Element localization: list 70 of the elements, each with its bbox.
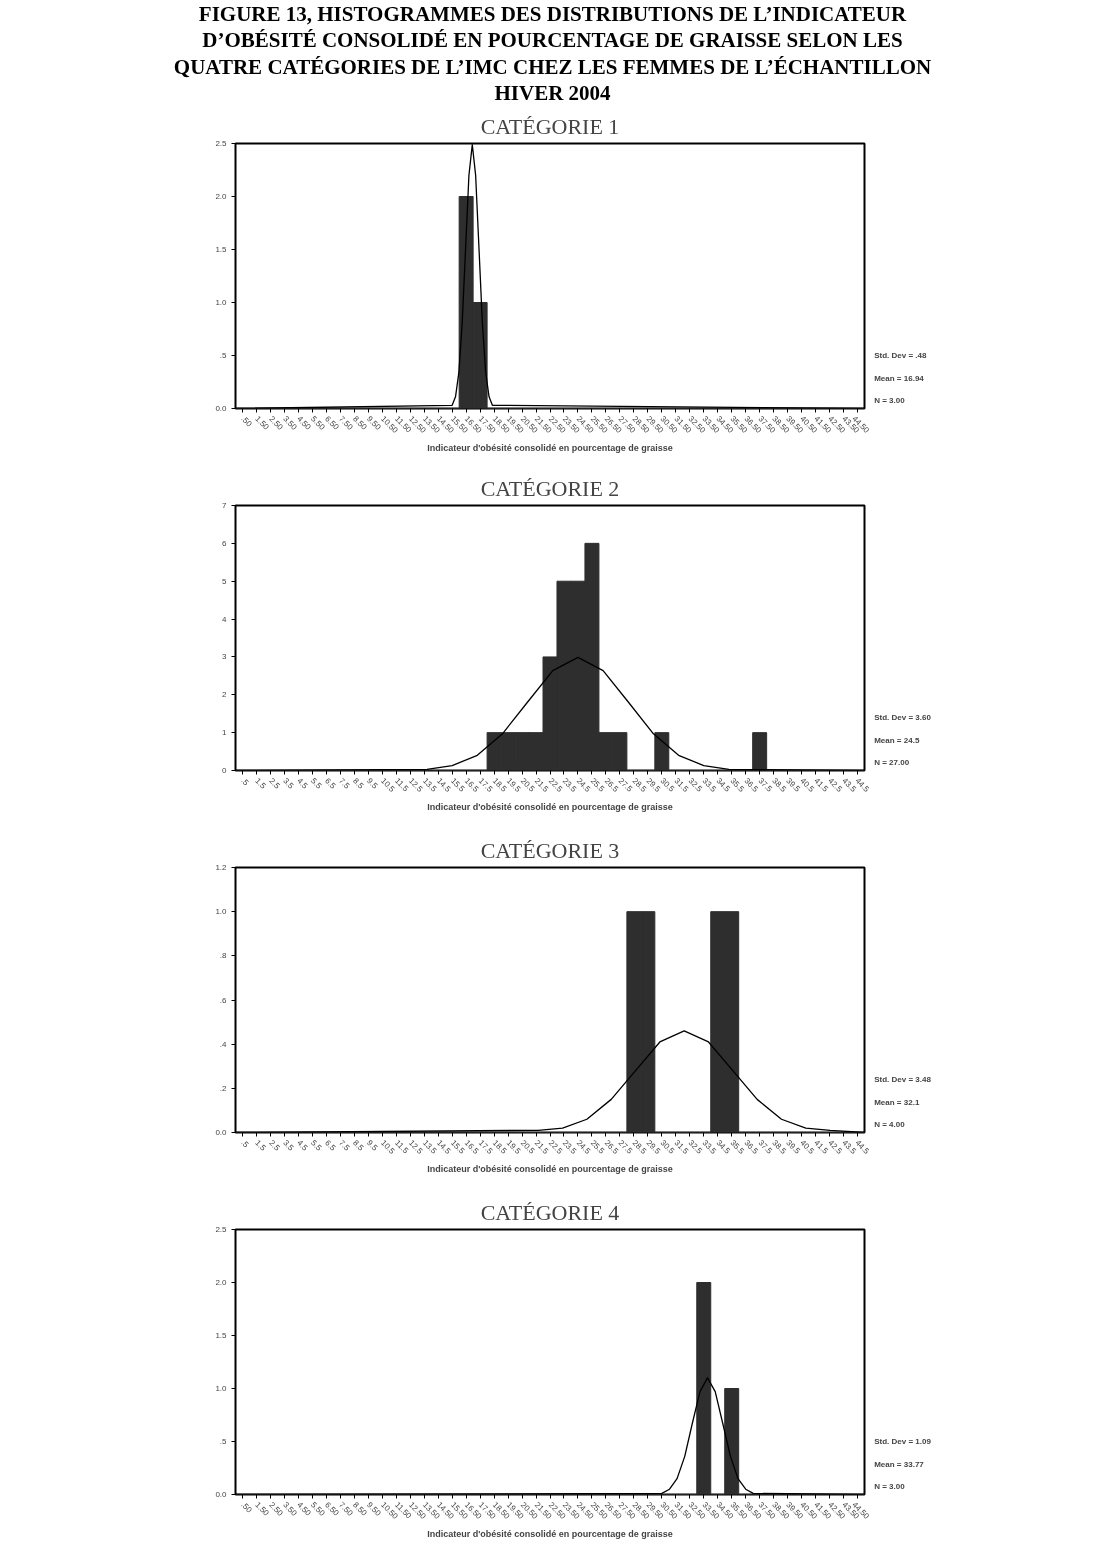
y-tick-label: .5 bbox=[219, 351, 228, 360]
x-tick-label: 1.5 bbox=[253, 1138, 268, 1153]
text: Std. Dev = 1.09 bbox=[874, 1437, 932, 1446]
y-tick-label: 4 bbox=[222, 614, 228, 624]
text: Std. Dev = .48 bbox=[874, 351, 927, 360]
y-tick-label: 1.0 bbox=[215, 298, 228, 307]
x-tick-label: 8.5 bbox=[351, 1138, 366, 1153]
y-tick-label: 1.0 bbox=[215, 907, 228, 917]
x-tick-label: 9.5 bbox=[365, 1138, 380, 1153]
y-tick-label: 2.0 bbox=[215, 192, 228, 201]
x-tick-label: 6.5 bbox=[323, 776, 338, 791]
x-axis-title: Indicateur d'obésité consolidé en pourcentage de graisse bbox=[427, 443, 673, 454]
chart-title: CATÉGORIE 4 bbox=[480, 1199, 620, 1225]
x-tick-label: .5 bbox=[239, 776, 251, 788]
x-tick-label: 2.5 bbox=[267, 776, 282, 791]
y-tick-label: 2 bbox=[222, 690, 228, 700]
chart-title: CATÉGORIE 2 bbox=[480, 475, 620, 501]
y-tick-label: 6 bbox=[222, 538, 228, 548]
x-axis-title: Indicateur d'obésité consolidé en pourcentage de graisse bbox=[427, 1529, 673, 1540]
x-tick-label: .50 bbox=[239, 1500, 254, 1515]
x-axis-title: Indicateur d'obésité consolidé en pourcentage de graisse bbox=[427, 802, 673, 813]
y-tick-label: 1.5 bbox=[215, 245, 228, 254]
chart-subtitle: CATÉGORIE 1 bbox=[480, 113, 620, 139]
x-tick-label: 6.5 bbox=[323, 1138, 338, 1153]
x-tick-label: 5.5 bbox=[309, 1138, 324, 1153]
y-tick-label: 3 bbox=[222, 652, 228, 662]
x-tick-label: 9.5 bbox=[365, 776, 380, 791]
text: Mean = 33.77 bbox=[874, 1459, 925, 1469]
x-tick-label: .50 bbox=[239, 414, 254, 429]
y-tick-label: .6 bbox=[219, 995, 228, 1005]
y-tick-label: .4 bbox=[219, 1039, 228, 1049]
y-tick-label: 1.0 bbox=[215, 1384, 228, 1393]
text: Mean = 16.94 bbox=[874, 373, 925, 383]
y-tick-label: 0 bbox=[222, 766, 228, 775]
y-tick-label: 7 bbox=[222, 501, 228, 510]
y-tick-label: 1 bbox=[222, 728, 228, 738]
y-tick-label: 1.2 bbox=[215, 863, 228, 872]
y-tick-label: 1.5 bbox=[215, 1331, 228, 1340]
text: N = 3.00 bbox=[874, 1482, 906, 1492]
text: N = 27.00 bbox=[874, 758, 910, 768]
y-tick-label: 2.5 bbox=[215, 139, 228, 148]
text: N = 4.00 bbox=[874, 1120, 906, 1130]
text: Mean = 24.5 bbox=[874, 735, 920, 745]
y-tick-label: 2.5 bbox=[215, 1225, 228, 1234]
chart-title: FIGURE 13, HISTOGRAMMES DES DISTRIBUTIONS DE L’INDICATEUR D’OBÉSITÉ CONSOLIDÉ EN POURCENTAGE DE GRAISSE SELON LES QUATRE CATÉGORIES DE L’IMC CHEZ LES FEMMES DE L’ÉCHANTILLON HIVER 2004 bbox=[173, 1, 932, 106]
y-tick-label: 0.0 bbox=[215, 1490, 228, 1499]
x-tick-label: 2.5 bbox=[267, 1138, 282, 1153]
x-tick-label: 3.5 bbox=[281, 776, 296, 791]
chart-title: CATÉGORIE 3 bbox=[480, 837, 620, 863]
y-tick-label: .8 bbox=[219, 951, 228, 961]
y-tick-label: 5 bbox=[222, 576, 228, 586]
x-tick-label: 7.5 bbox=[337, 1138, 352, 1153]
x-tick-label: 7.5 bbox=[337, 776, 352, 791]
text: N = 3.00 bbox=[874, 396, 906, 406]
y-tick-label: .2 bbox=[219, 1083, 228, 1093]
y-tick-label: 2.0 bbox=[215, 1278, 228, 1287]
y-tick-label: 0.0 bbox=[215, 404, 228, 413]
x-tick-label: 4.5 bbox=[295, 1138, 310, 1153]
text: Mean = 32.1 bbox=[874, 1097, 920, 1107]
text: Std. Dev = 3.48 bbox=[874, 1075, 932, 1084]
x-tick-label: 3.5 bbox=[281, 1138, 296, 1153]
y-tick-label: .5 bbox=[219, 1437, 228, 1446]
x-tick-label: 1.5 bbox=[253, 776, 268, 791]
x-tick-label: 4.5 bbox=[295, 776, 310, 791]
x-tick-label: .5 bbox=[239, 1138, 251, 1150]
text: Std. Dev = 3.60 bbox=[874, 713, 932, 722]
x-tick-label: 5.5 bbox=[309, 776, 324, 791]
x-tick-label: 8.5 bbox=[351, 776, 366, 791]
x-axis-title: Indicateur d'obésité consolidé en pourcentage de graisse bbox=[427, 1164, 673, 1175]
y-tick-label: 0.0 bbox=[215, 1128, 228, 1137]
